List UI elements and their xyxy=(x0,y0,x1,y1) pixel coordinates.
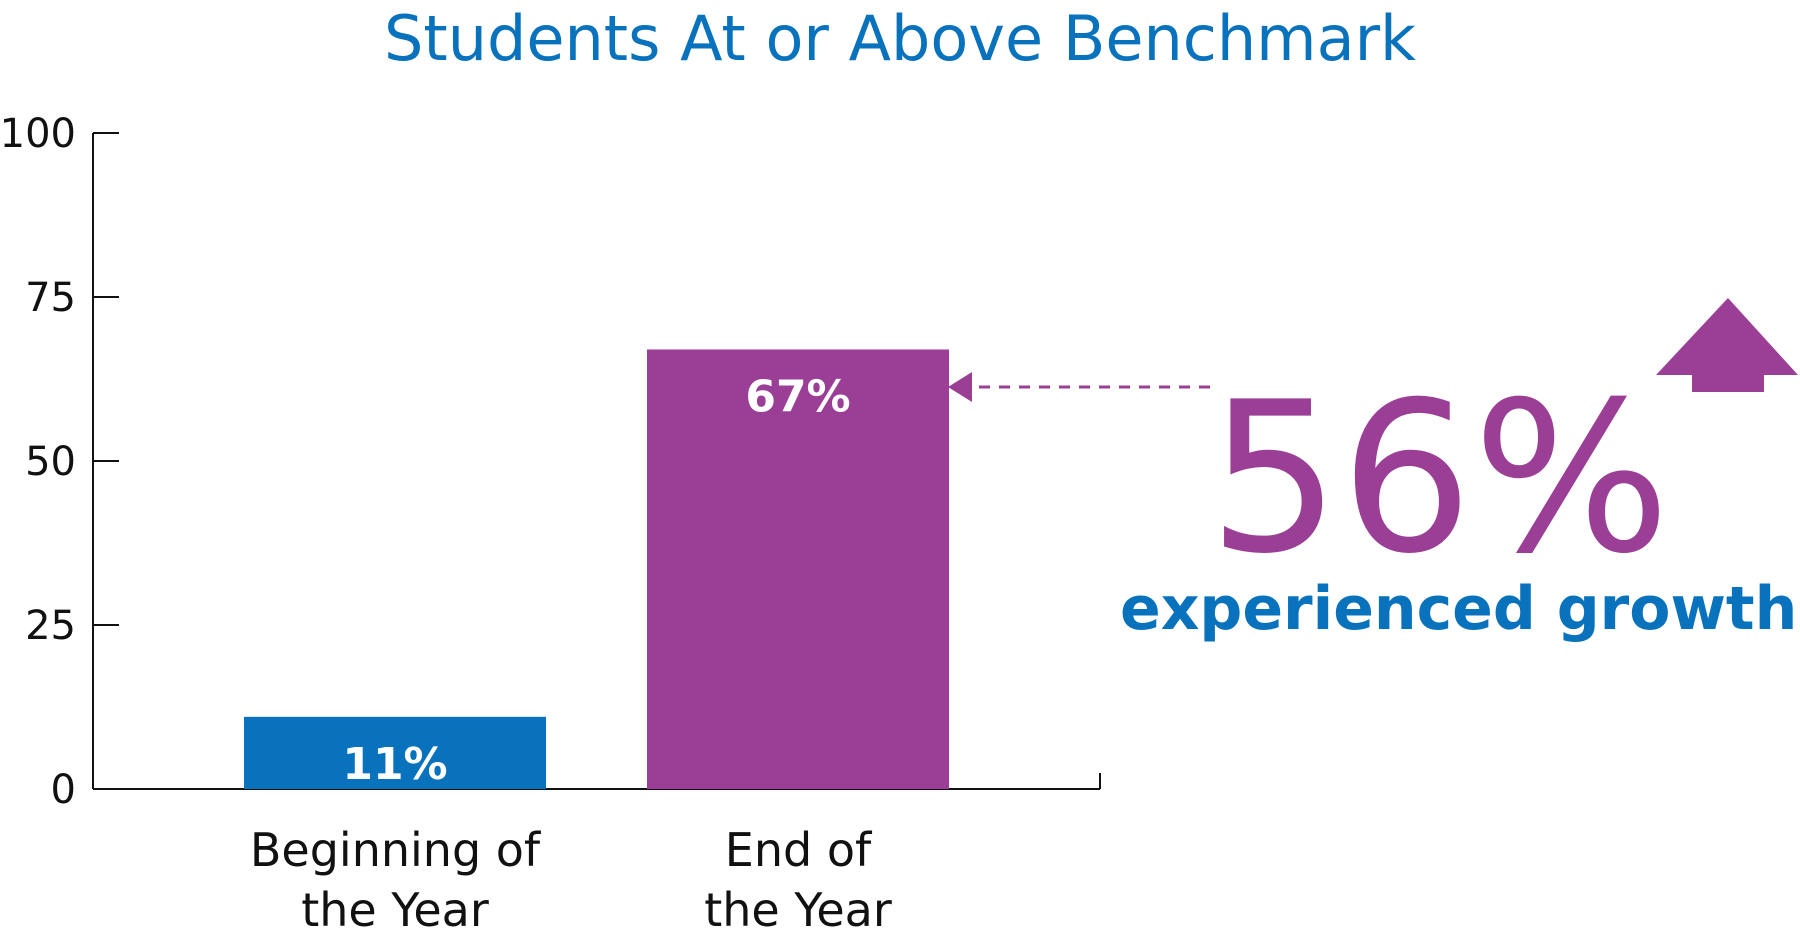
bar xyxy=(647,349,949,789)
y-tick-label: 50 xyxy=(25,439,76,485)
category-label: the Year xyxy=(301,883,489,937)
y-tick-label: 25 xyxy=(25,603,76,649)
arrow-left-icon xyxy=(948,372,972,402)
category-label: End of xyxy=(725,823,873,877)
category-labels: Beginning of the Year End of the Year xyxy=(250,823,892,937)
growth-value: 56% xyxy=(1208,358,1670,600)
category-label: the Year xyxy=(704,883,892,937)
growth-text: experienced growth xyxy=(1120,574,1797,644)
y-tick-label: 0 xyxy=(51,767,76,813)
growth-callout: 56% experienced growth xyxy=(948,298,1798,644)
bar-data-label: 11% xyxy=(342,739,447,790)
chart-title: Students At or Above Benchmark xyxy=(384,2,1416,75)
category-label: Beginning of xyxy=(250,823,542,877)
arrow-up-icon xyxy=(1656,298,1798,392)
y-tick-label: 75 xyxy=(25,275,76,321)
bar-data-label: 67% xyxy=(745,371,850,422)
y-tick-label: 100 xyxy=(0,111,76,157)
bar xyxy=(244,716,546,789)
bars: 11% 67% xyxy=(244,349,949,790)
axes: 0 25 50 75 100 xyxy=(0,111,1101,813)
